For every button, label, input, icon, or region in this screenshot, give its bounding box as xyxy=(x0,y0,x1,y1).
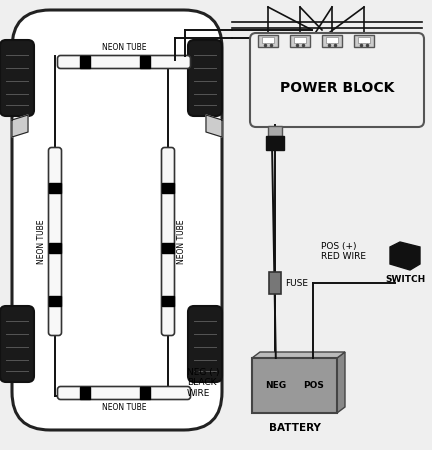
FancyBboxPatch shape xyxy=(57,55,191,68)
Bar xyxy=(294,37,306,43)
Bar xyxy=(322,35,342,47)
Bar xyxy=(49,243,61,253)
Bar xyxy=(80,387,90,399)
FancyBboxPatch shape xyxy=(57,387,191,400)
Text: SWITCH: SWITCH xyxy=(385,275,425,284)
Bar xyxy=(258,35,278,47)
Polygon shape xyxy=(206,115,222,137)
Bar xyxy=(80,56,90,68)
Bar xyxy=(252,358,337,413)
Polygon shape xyxy=(12,115,28,137)
Bar xyxy=(162,243,174,253)
Bar xyxy=(162,296,174,306)
FancyBboxPatch shape xyxy=(188,306,222,382)
FancyBboxPatch shape xyxy=(250,33,424,127)
Text: NEON TUBE: NEON TUBE xyxy=(36,219,45,264)
Text: FUSE: FUSE xyxy=(285,279,308,288)
Text: NEON TUBE: NEON TUBE xyxy=(102,43,146,52)
Bar xyxy=(49,183,61,193)
Bar xyxy=(326,37,338,43)
Text: BATTERY: BATTERY xyxy=(269,423,321,433)
FancyBboxPatch shape xyxy=(48,148,61,336)
Bar xyxy=(140,56,150,68)
Text: POWER BLOCK: POWER BLOCK xyxy=(280,81,394,95)
Text: POS (+)
RED WIRE: POS (+) RED WIRE xyxy=(321,242,366,261)
FancyBboxPatch shape xyxy=(162,148,175,336)
FancyBboxPatch shape xyxy=(188,40,222,116)
Bar xyxy=(268,126,282,136)
Bar xyxy=(358,37,370,43)
FancyBboxPatch shape xyxy=(0,40,34,116)
FancyBboxPatch shape xyxy=(0,306,34,382)
Polygon shape xyxy=(337,352,345,413)
Bar xyxy=(49,296,61,306)
Bar xyxy=(266,136,284,150)
Bar xyxy=(140,387,150,399)
Polygon shape xyxy=(390,242,420,270)
Text: NEON TUBE: NEON TUBE xyxy=(102,403,146,412)
Bar xyxy=(354,35,374,47)
Polygon shape xyxy=(252,352,345,358)
Bar xyxy=(269,272,281,294)
Text: NEON TUBE: NEON TUBE xyxy=(178,219,187,264)
FancyBboxPatch shape xyxy=(12,10,222,430)
Bar xyxy=(162,183,174,193)
Text: NEG (-)
BLACK
WIRE: NEG (-) BLACK WIRE xyxy=(187,368,219,398)
Text: POS: POS xyxy=(303,381,324,390)
Bar xyxy=(290,35,310,47)
Text: NEG: NEG xyxy=(265,381,286,390)
Bar xyxy=(262,37,274,43)
